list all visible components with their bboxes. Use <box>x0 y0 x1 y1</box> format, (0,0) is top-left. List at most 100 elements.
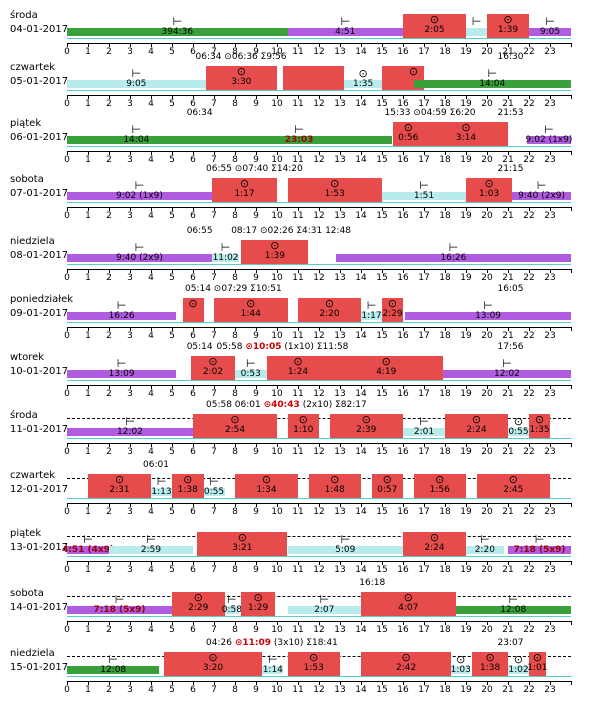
segment-purple[interactable] <box>67 428 193 436</box>
day-date: 06-01-2017 <box>10 132 69 143</box>
segment-rest[interactable] <box>361 312 382 320</box>
day-row[interactable]: czwartek 12-01-2017 06:01 ⊙ 2:31 ⊢ 1:13 ⊙ 1:38 ⊢ 0… <box>0 460 600 526</box>
day-row[interactable]: sobota 14-01-2017 16:18 ⊢ 7:18 (5x9) ⊙ 2:29 ⊢ 0:… <box>0 578 600 644</box>
segment-drive[interactable] <box>529 652 546 676</box>
segment-rest[interactable] <box>344 80 382 88</box>
segment-drive[interactable] <box>382 66 403 90</box>
segment-rest[interactable] <box>109 546 193 554</box>
day-row[interactable]: środa 11-01-2017 05:58 06:01 ⊙40:43 (2x10)… <box>0 400 600 466</box>
day-row[interactable]: niedziela 08-01-2017 08:17 ⊙02:26 Σ4:31 12… <box>0 226 600 292</box>
day-row[interactable]: piątek 13-01-2017 ⊢ 4:51 (4x9) ⊢ 2:59 ⊙ 3:21 ⊢ 5:… <box>0 528 600 584</box>
axis-label: 10 <box>271 447 283 457</box>
segment-drive[interactable] <box>413 474 466 498</box>
segment-rest[interactable] <box>287 606 361 614</box>
segment-drive[interactable] <box>287 652 340 676</box>
axis-tick <box>529 681 530 685</box>
segment-drive[interactable] <box>241 240 309 264</box>
segment-rest[interactable] <box>382 192 466 200</box>
segment-rest[interactable] <box>403 428 445 436</box>
segment-drive[interactable] <box>241 592 275 616</box>
segment-rest[interactable] <box>466 546 504 554</box>
segment-purple[interactable] <box>529 28 571 36</box>
segment-purple[interactable] <box>67 192 212 200</box>
segment-rest[interactable] <box>262 666 284 674</box>
segment-purple[interactable] <box>526 136 571 144</box>
segment-drive[interactable] <box>283 66 345 90</box>
segment-drive[interactable] <box>329 356 443 380</box>
segment-drive[interactable] <box>266 356 330 380</box>
segment-drive[interactable] <box>472 652 508 676</box>
segment-rest[interactable] <box>508 666 529 674</box>
day-row[interactable]: wtorek 10-01-2017 05:58 ⊙10:05 (1x10) Σ11:… <box>0 342 600 408</box>
day-row[interactable]: piątek 06-01-2017 15:33 ⊙04:59 Σ6:20 06:34 2… <box>0 108 600 174</box>
segment-rest[interactable] <box>151 488 172 496</box>
segment-purple[interactable] <box>508 546 571 554</box>
axis-label: 21 <box>502 99 514 109</box>
segment-drive[interactable] <box>205 66 277 90</box>
segment-purple[interactable] <box>512 192 571 200</box>
segment-purple[interactable] <box>405 312 571 320</box>
segment-drive[interactable] <box>371 474 403 498</box>
segment-drive[interactable] <box>298 298 361 322</box>
day-row[interactable]: środa 04-01-2017 ⊢ 394:36 ⊢ 4:51 ⊙ 2:05 ⊢ ⊙ 1:39 ⊢ 9… <box>0 10 600 66</box>
segment-green[interactable] <box>67 136 206 144</box>
segment-rest[interactable] <box>287 546 403 554</box>
segment-drive[interactable] <box>403 14 466 38</box>
segment-rest[interactable] <box>224 606 240 614</box>
segment-duration: 1:39 <box>497 25 519 35</box>
segment-purple[interactable] <box>67 254 212 262</box>
segment-drive[interactable] <box>308 474 361 498</box>
segment-purple[interactable] <box>67 546 109 554</box>
segment-green[interactable] <box>67 28 288 36</box>
segment-rest[interactable] <box>203 488 225 496</box>
segment-drive[interactable] <box>172 474 204 498</box>
segment-green[interactable] <box>455 606 571 614</box>
segment-drive[interactable] <box>392 122 424 146</box>
day-row[interactable]: czwartek 05-01-2017 06:34 ⊙06:36 Σ9:56 16:3… <box>0 52 600 118</box>
segment-rest[interactable] <box>211 254 240 262</box>
segment-drive[interactable] <box>329 414 403 438</box>
segment-purple[interactable] <box>442 370 571 378</box>
day-row[interactable]: poniedziałek 09-01-2017 05:14 ⊙07:29 Σ10:5… <box>0 284 600 350</box>
segment-purple[interactable] <box>335 254 571 262</box>
segment-drive[interactable] <box>190 356 235 380</box>
steering-wheel-icon: ⊙ <box>471 413 482 426</box>
segment-drive[interactable] <box>487 14 529 38</box>
segment-rest[interactable] <box>466 28 487 36</box>
segment-drive[interactable] <box>211 178 277 202</box>
segment-drive[interactable] <box>445 414 508 438</box>
segment-green[interactable] <box>413 80 571 88</box>
segment-drive[interactable] <box>529 414 550 438</box>
segment-purple[interactable] <box>287 28 403 36</box>
segment-drive[interactable] <box>382 298 403 322</box>
segment-drive[interactable] <box>424 122 508 146</box>
segment-drive[interactable] <box>193 414 277 438</box>
segment-green[interactable] <box>205 136 393 144</box>
segment-drive[interactable] <box>403 532 466 556</box>
segment-drive[interactable] <box>163 652 263 676</box>
segment-drive[interactable] <box>361 652 452 676</box>
segment-drive[interactable] <box>182 298 204 322</box>
segment-rest[interactable] <box>235 370 267 378</box>
segment-purple[interactable] <box>67 606 172 614</box>
segment-drive[interactable] <box>214 298 288 322</box>
segment-drive[interactable] <box>476 474 550 498</box>
segment-rest[interactable] <box>508 428 529 436</box>
axis-label: 15 <box>376 331 388 341</box>
segment-drive[interactable] <box>287 178 382 202</box>
segment-drive[interactable] <box>197 532 288 556</box>
segment-drive[interactable] <box>88 474 151 498</box>
segment-purple[interactable] <box>67 370 177 378</box>
segment-drive[interactable] <box>172 592 225 616</box>
segment-rest[interactable] <box>67 80 206 88</box>
segment-purple[interactable] <box>67 312 177 320</box>
segment-drive[interactable] <box>235 474 298 498</box>
segment-drive[interactable] <box>287 414 319 438</box>
segment-drive[interactable] <box>361 592 456 616</box>
day-row[interactable]: niedziela 15-01-2017 04:26 ⊙11:09 (3x10) Σ… <box>0 638 600 704</box>
segment-green[interactable] <box>67 666 160 674</box>
axis-tick <box>403 385 404 389</box>
segment-rest[interactable] <box>451 666 471 674</box>
day-row[interactable]: sobota 07-01-2017 06:55 ⊙07:40 Σ14:20 21:15… <box>0 164 600 230</box>
segment-drive[interactable] <box>466 178 513 202</box>
